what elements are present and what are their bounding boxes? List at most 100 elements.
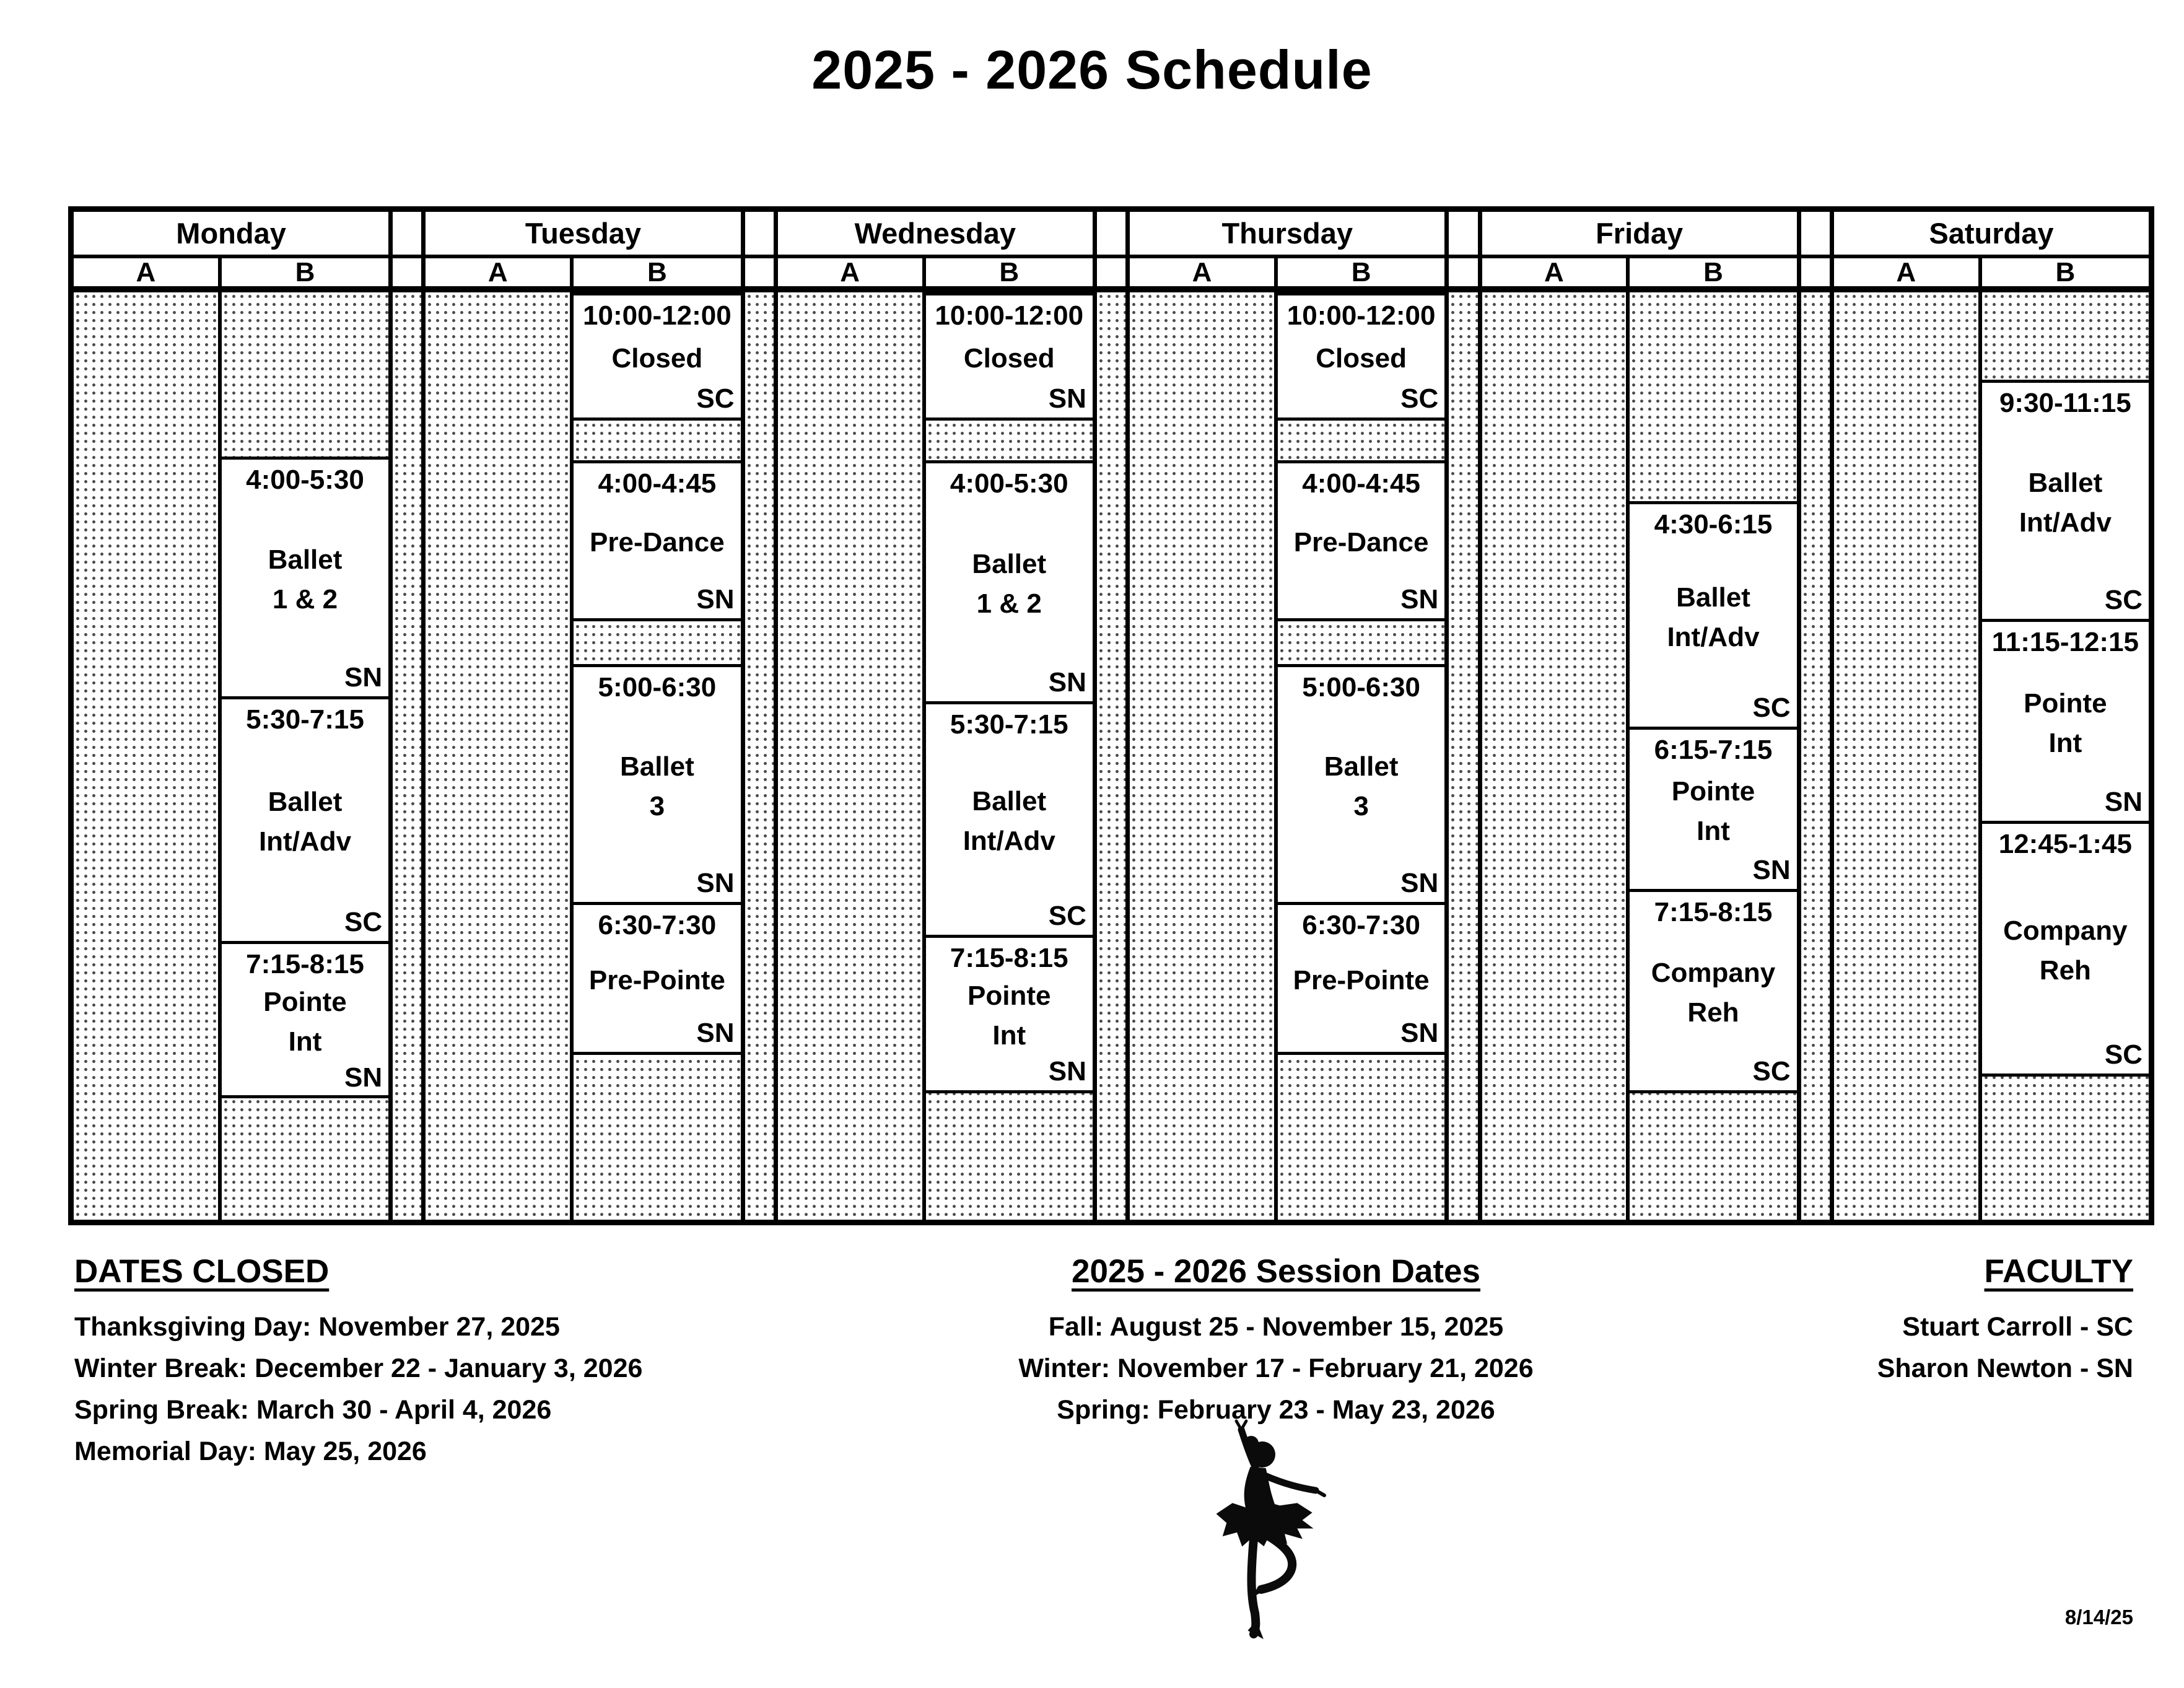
dates-closed-section: DATES CLOSED Thanksgiving Day: November …: [74, 1253, 642, 1472]
block-name: Ballet Int/Adv: [1635, 543, 1791, 692]
block-time: 6:30-7:30: [1302, 910, 1420, 940]
block-name-line: Ballet: [972, 786, 1047, 816]
day-header: Tuesday: [426, 212, 741, 258]
block-teacher-initials: SN: [1400, 1018, 1439, 1048]
class-block: 6:15-7:15 Pointe Int SN: [1630, 727, 1797, 892]
spacer-body: [1449, 292, 1478, 1220]
day-header: Monday: [74, 212, 389, 258]
block-time: 7:15-8:15: [1654, 897, 1773, 927]
block-name-line: 3: [1353, 790, 1369, 821]
day-spacer: [388, 212, 426, 1220]
dates-closed-item: Memorial Day: May 25, 2026: [74, 1437, 427, 1466]
col-a-header: A: [1482, 257, 1630, 287]
block-teacher-initials: SN: [2104, 787, 2143, 817]
day-column-saturday: Saturday A B 9:30-11:15 Ballet Int/Adv SC 11:15…: [1833, 212, 2149, 1220]
spacer-body: [745, 292, 774, 1220]
day-column-tuesday: Tuesday A B 10:00-12:00 Closed SC 4:00-4:45 Pre…: [426, 212, 741, 1220]
block-name: Ballet 1 & 2: [227, 498, 383, 662]
block-name: Pre-Pointe: [579, 943, 735, 1017]
day-column-wednesday: Wednesday A B 10:00-12:00 Closed SN 4:00-5:30 B…: [777, 212, 1093, 1220]
block-name-line: Pre-Dance: [1293, 527, 1429, 558]
session-dates-item: Fall: August 25 - November 15, 2025: [1048, 1312, 1504, 1342]
block-time: 7:15-8:15: [246, 949, 364, 979]
block-name-line: Ballet: [268, 544, 343, 575]
block-name-line: Ballet: [1676, 582, 1750, 613]
schedule-column-b: 10:00-12:00 Closed SC 4:00-4:45 Pre-Dance SN 5…: [574, 292, 741, 1220]
spacer-body: [1801, 292, 1830, 1220]
block-time: 7:15-8:15: [950, 943, 1068, 973]
col-a-header: A: [74, 257, 222, 287]
spacer-header: [393, 212, 422, 258]
day-spacer: [1444, 212, 1482, 1220]
block-name: Ballet 1 & 2: [931, 502, 1088, 667]
block-name: Pre-Dance: [579, 502, 735, 584]
block-time: 6:30-7:30: [598, 910, 717, 940]
block-name-line: Pre-Pointe: [588, 964, 725, 995]
schedule-column-b: 10:00-12:00 Closed SN 4:00-5:30 Ballet 1 & 2 S…: [925, 292, 1093, 1220]
spacer-subheader: [1449, 258, 1478, 292]
block-name: Company Reh: [1987, 862, 2144, 1039]
day-header: Thursday: [1130, 212, 1445, 258]
block-time: 5:00-6:30: [1302, 672, 1420, 702]
block-name-line: Int/Adv: [1667, 621, 1760, 652]
block-name-line: Ballet: [2028, 467, 2103, 498]
class-block: 7:15-8:15 Pointe Int SN: [925, 935, 1093, 1093]
spacer-header: [1449, 212, 1478, 258]
block-name: Pointe Int: [227, 982, 383, 1062]
block-name-line: 1 & 2: [272, 584, 338, 614]
block-time: 5:00-6:30: [598, 672, 717, 702]
block-name-line: Int: [992, 1020, 1026, 1051]
day-header: Saturday: [1833, 212, 2149, 258]
session-dates-heading: 2025 - 2026 Session Dates: [1072, 1253, 1480, 1290]
block-name-line: 1 & 2: [976, 588, 1042, 619]
block-teacher-initials: SC: [1048, 901, 1086, 931]
spacer-header: [1096, 212, 1126, 258]
spacer-subheader: [1801, 258, 1830, 292]
block-name-line: Pointe: [263, 987, 347, 1017]
block-teacher-initials: SN: [696, 868, 735, 898]
day-spacer: [1796, 212, 1834, 1220]
block-teacher-initials: SN: [1048, 1056, 1086, 1087]
day-column-thursday: Thursday A B 10:00-12:00 Closed SC 4:00-4:45 Pr…: [1130, 212, 1445, 1220]
block-name-line: Reh: [2039, 955, 2091, 986]
block-name: Closed: [579, 334, 735, 383]
block-teacher-initials: SN: [1400, 584, 1439, 614]
block-name: Pre-Dance: [1283, 502, 1439, 584]
empty-column-a: [1833, 292, 1982, 1220]
block-teacher-initials: SN: [344, 662, 383, 693]
schedule-table: Monday A B 4:00-5:30 Ballet 1 & 2 SN 5:30-7:15 B…: [68, 206, 2154, 1225]
schedule-column-b: 4:00-5:30 Ballet 1 & 2 SN 5:30-7:15 Ballet Int…: [221, 292, 389, 1220]
day-body: 10:00-12:00 Closed SC 4:00-4:45 Pre-Dance SN 5…: [1130, 292, 1445, 1220]
empty-column-a: [1482, 292, 1630, 1220]
block-name: Ballet 3: [579, 706, 735, 867]
block-time: 10:00-12:00: [1286, 300, 1436, 331]
class-block: 10:00-12:00 Closed SC: [574, 292, 741, 421]
block-name-line: Int/Adv: [2019, 507, 2112, 538]
schedule-column-b: 4:30-6:15 Ballet Int/Adv SC 6:15-7:15 Pointe I…: [1630, 292, 1797, 1220]
block-time: 4:00-4:45: [598, 468, 717, 499]
schedule-column-b: 10:00-12:00 Closed SC 4:00-4:45 Pre-Dance SN 5…: [1277, 292, 1445, 1220]
block-teacher-initials: SN: [1752, 855, 1791, 885]
ballerina-icon: [1216, 1419, 1326, 1640]
empty-column-a: [777, 292, 926, 1220]
session-dates-item: Winter: November 17 - February 21, 2026: [1018, 1353, 1534, 1383]
dates-closed-item: Spring Break: March 30 - April 4, 2026: [74, 1395, 552, 1425]
block-time: 4:00-5:30: [950, 468, 1068, 499]
day-body: 10:00-12:00 Closed SC 4:00-4:45 Pre-Dance SN 5…: [426, 292, 741, 1220]
class-block: 7:15-8:15 Company Reh SC: [1630, 889, 1797, 1093]
day-column-friday: Friday A B 4:30-6:15 Ballet Int/Adv SC 6:15-7:1…: [1482, 212, 1797, 1220]
spacer-body: [393, 292, 422, 1220]
day-column-monday: Monday A B 4:00-5:30 Ballet 1 & 2 SN 5:30-7:15 B…: [74, 212, 389, 1220]
block-teacher-initials: SN: [1048, 383, 1086, 414]
day-spacer: [1092, 212, 1130, 1220]
dates-closed-item: Winter Break: December 22 - January 3, 2…: [74, 1353, 643, 1383]
day-header: Wednesday: [777, 212, 1093, 258]
dates-closed-heading: DATES CLOSED: [74, 1253, 330, 1290]
block-time: 4:00-5:30: [246, 465, 364, 495]
block-teacher-initials: SC: [1752, 1056, 1791, 1087]
class-block: 4:00-4:45 Pre-Dance SN: [574, 460, 741, 621]
block-time: 5:30-7:15: [950, 709, 1068, 740]
